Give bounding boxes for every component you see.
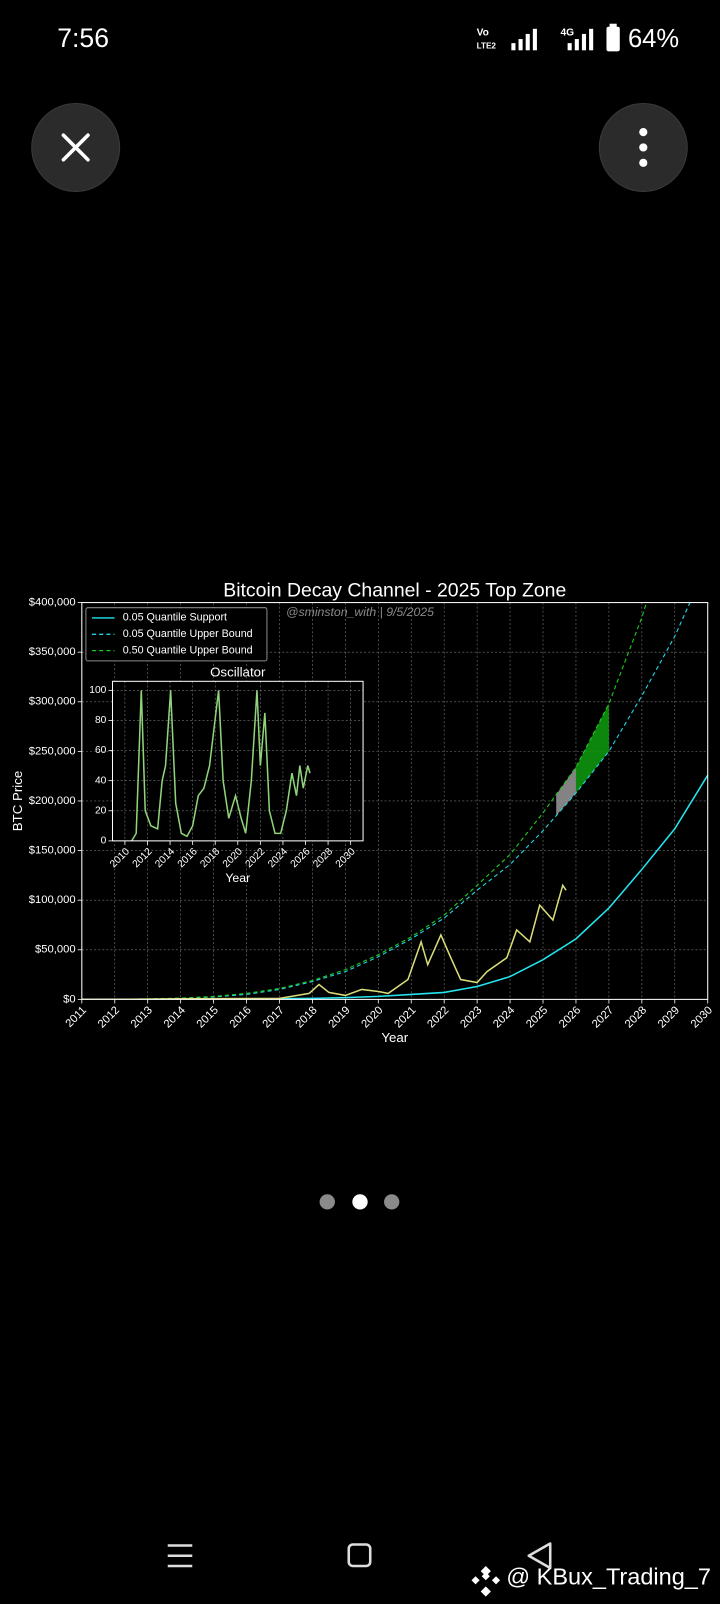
signal-icon: [511, 28, 537, 51]
y-tick-label: $200,000: [29, 795, 76, 807]
chart-title: Bitcoin Decay Channel - 2025 Top Zone: [223, 579, 566, 601]
x-tick-label: 2024: [491, 1004, 517, 1030]
x-tick-label: 2022: [425, 1004, 451, 1030]
legend-label: 0.50 Quantile Upper Bound: [123, 644, 253, 656]
x-tick-label: 2027: [590, 1004, 616, 1030]
x-axis-label: Year: [381, 1030, 408, 1045]
home-button[interactable]: [347, 1543, 372, 1568]
y-tick-label: $150,000: [29, 845, 76, 857]
y-tick-label: $50,000: [35, 944, 76, 956]
x-tick-label: 2017: [261, 1004, 287, 1030]
x-tick-label: 2029: [656, 1004, 682, 1030]
legend-box: [85, 607, 268, 662]
x-tick-label: 2018: [294, 1004, 320, 1030]
y-tick-label: 0: [101, 836, 107, 847]
x-tick-label: 2025: [524, 1004, 550, 1030]
y-tick-label: $250,000: [29, 745, 76, 757]
x-tick-label: 2026: [557, 1004, 583, 1030]
volte-label: Vo: [477, 28, 489, 39]
x-tick-label: 2014: [162, 1004, 188, 1030]
x-tick-label: 2013: [129, 1004, 155, 1030]
status-time: 7:56: [57, 23, 109, 53]
network-label: 4G: [560, 28, 574, 39]
close-button[interactable]: [31, 102, 121, 192]
legend-label: 0.05 Quantile Support: [123, 612, 227, 624]
shaded-zone: [575, 703, 609, 794]
shaded-zone: [556, 767, 576, 816]
y-tick-label: $300,000: [29, 696, 76, 708]
legend-label: 0.05 Quantile Upper Bound: [123, 628, 253, 640]
y-tick-label: $400,000: [29, 597, 76, 609]
more-button[interactable]: [598, 102, 688, 192]
y-tick-label: $0: [63, 993, 76, 1005]
series-line: [81, 883, 567, 1000]
x-tick-label: 2015: [195, 1004, 221, 1030]
x-tick-label: 2021: [392, 1004, 418, 1030]
x-tick-label: 2030: [689, 1004, 715, 1030]
back-button[interactable]: [527, 1542, 552, 1570]
chart-title: Oscillator: [210, 665, 266, 680]
y-tick-label: 60: [95, 745, 107, 756]
page-indicator[interactable]: [319, 1194, 400, 1210]
series-line: [81, 602, 691, 1000]
x-tick-label: 2028: [623, 1004, 649, 1030]
series-line: [131, 690, 311, 841]
watermark: @ KBux_Trading_7: [506, 1563, 711, 1589]
x-tick-label: 2016: [228, 1004, 254, 1030]
x-tick-label: 2012: [96, 1004, 122, 1030]
y-tick-label: 40: [95, 775, 107, 786]
y-tick-label: 20: [95, 805, 107, 816]
y-tick-label: 100: [89, 685, 106, 696]
y-tick-label: 80: [95, 715, 107, 726]
battery-icon: [606, 23, 620, 52]
y-tick-label: $100,000: [29, 894, 76, 906]
plot-frame: [81, 602, 709, 1000]
x-tick-label: 2023: [458, 1004, 484, 1030]
plot-frame: [111, 680, 364, 842]
annotation: @sminston_with | 9/5/2025: [286, 605, 434, 619]
x-tick-label: 2011: [64, 1004, 90, 1030]
x-axis-label: Year: [225, 871, 250, 885]
x-tick-label: 2020: [359, 1004, 385, 1030]
battery-label: 64%: [628, 25, 679, 53]
recents-button[interactable]: [167, 1544, 193, 1568]
volte-label: LTE2: [477, 41, 497, 50]
y-tick-label: $350,000: [29, 646, 76, 658]
signal-icon: [567, 28, 594, 51]
chart-image: $0 $50,000 $100,000 $150,000 $200,000 $250,00…: [10, 579, 715, 1045]
x-tick-label: 2019: [326, 1004, 352, 1030]
series-line: [81, 602, 648, 1000]
y-axis-label: BTC Price: [10, 771, 25, 832]
watermark-icon: [471, 1565, 501, 1597]
plot-layer: [131, 690, 311, 841]
